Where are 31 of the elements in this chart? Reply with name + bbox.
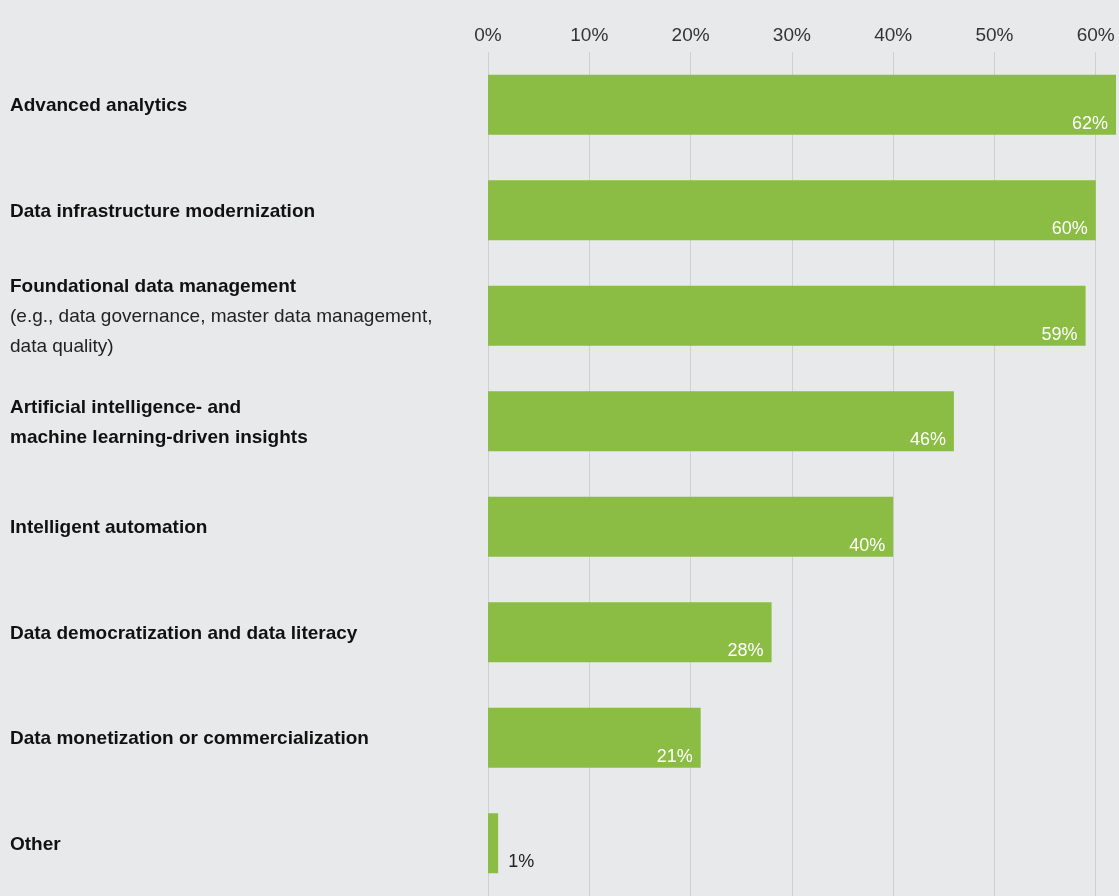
y-tick-label: Data infrastructure modernization [10, 199, 316, 221]
data-label: 1% [508, 851, 535, 872]
data-label: 62% [1071, 112, 1108, 133]
x-tick-label: 40% [874, 24, 913, 45]
x-tick-label: 50% [975, 24, 1014, 45]
y-tick-label: Intelligent automation [10, 516, 208, 538]
x-tick-label: 0% [474, 24, 502, 45]
bar [488, 74, 1116, 135]
bar [488, 496, 894, 557]
data-label: 40% [849, 534, 886, 555]
y-tick-label: Other [10, 832, 62, 854]
bar [488, 391, 954, 452]
bar [488, 285, 1086, 346]
x-tick-label: 30% [772, 24, 811, 45]
bar [488, 813, 499, 874]
data-label: 59% [1041, 323, 1078, 344]
x-tick-label: 10% [570, 24, 609, 45]
x-tick-label: 20% [671, 24, 710, 45]
data-label: 46% [909, 429, 946, 450]
data-label: 28% [727, 640, 764, 661]
y-tick-label: Artificial intelligence- and machine learning-driven insights [10, 395, 308, 447]
y-tick-label: Advanced analytics [10, 94, 188, 116]
x-tick-label: 60% [1076, 24, 1115, 45]
y-tick-label: Foundational data management (e.g., data governance, master data management, data quality) [10, 275, 433, 357]
data-label: 21% [656, 745, 693, 766]
bar [488, 180, 1096, 241]
bar [488, 707, 701, 768]
data-label: 60% [1051, 218, 1088, 239]
bar [488, 602, 772, 663]
y-tick-label: Data democratization and data literacy [10, 621, 358, 643]
y-tick-label: Data monetization or commercialization [10, 727, 369, 749]
